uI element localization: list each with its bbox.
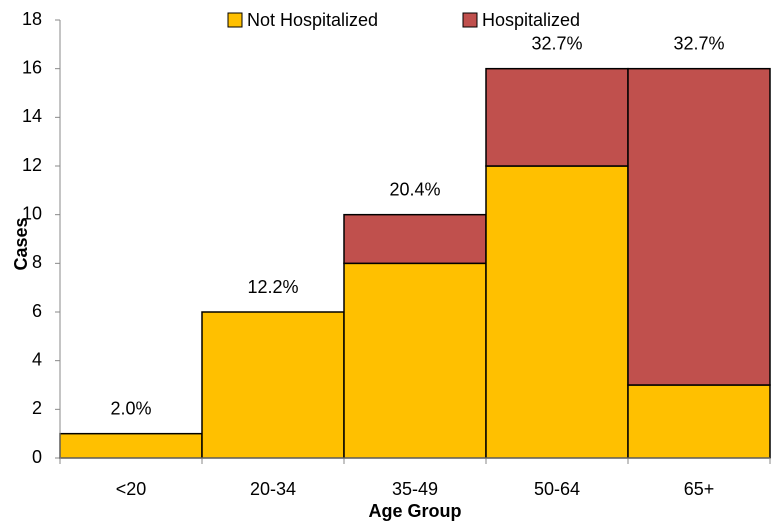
legend-swatch bbox=[462, 12, 478, 28]
x-tick-label: 50-64 bbox=[534, 479, 580, 499]
bar-annotation: 32.7% bbox=[673, 33, 724, 53]
legend-label: Not Hospitalized bbox=[247, 10, 378, 30]
bar-segment bbox=[59, 432, 203, 459]
bar-segment bbox=[201, 311, 345, 459]
y-tick-label: 18 bbox=[22, 9, 42, 29]
bar-segment bbox=[343, 262, 487, 459]
bar-segment bbox=[343, 213, 487, 265]
y-tick-label: 10 bbox=[22, 203, 42, 223]
x-tick-label: <20 bbox=[116, 479, 147, 499]
y-tick-label: 8 bbox=[32, 252, 42, 272]
y-tick-label: 6 bbox=[32, 301, 42, 321]
bar-segment bbox=[485, 165, 629, 459]
x-axis-title: Age Group bbox=[369, 501, 462, 521]
bar-annotation: 12.2% bbox=[247, 277, 298, 297]
bar-annotation: 32.7% bbox=[531, 33, 582, 53]
y-tick-label: 12 bbox=[22, 155, 42, 175]
x-tick-label: 20-34 bbox=[250, 479, 296, 499]
y-tick-label: 16 bbox=[22, 57, 42, 77]
y-tick-label: 4 bbox=[32, 349, 42, 369]
bar-segment bbox=[627, 67, 771, 386]
x-tick-label: 35-49 bbox=[392, 479, 438, 499]
legend-swatch bbox=[227, 12, 243, 28]
y-tick-label: 2 bbox=[32, 398, 42, 418]
x-tick-label: 65+ bbox=[684, 479, 715, 499]
y-tick-label: 0 bbox=[32, 447, 42, 467]
bar-segment bbox=[485, 67, 629, 167]
legend-label: Hospitalized bbox=[482, 10, 580, 30]
y-tick-label: 14 bbox=[22, 106, 42, 126]
bar-annotation: 20.4% bbox=[389, 179, 440, 199]
bar-segment bbox=[627, 384, 771, 459]
y-axis-title: Cases bbox=[11, 217, 31, 270]
bar-annotation: 2.0% bbox=[110, 398, 151, 418]
